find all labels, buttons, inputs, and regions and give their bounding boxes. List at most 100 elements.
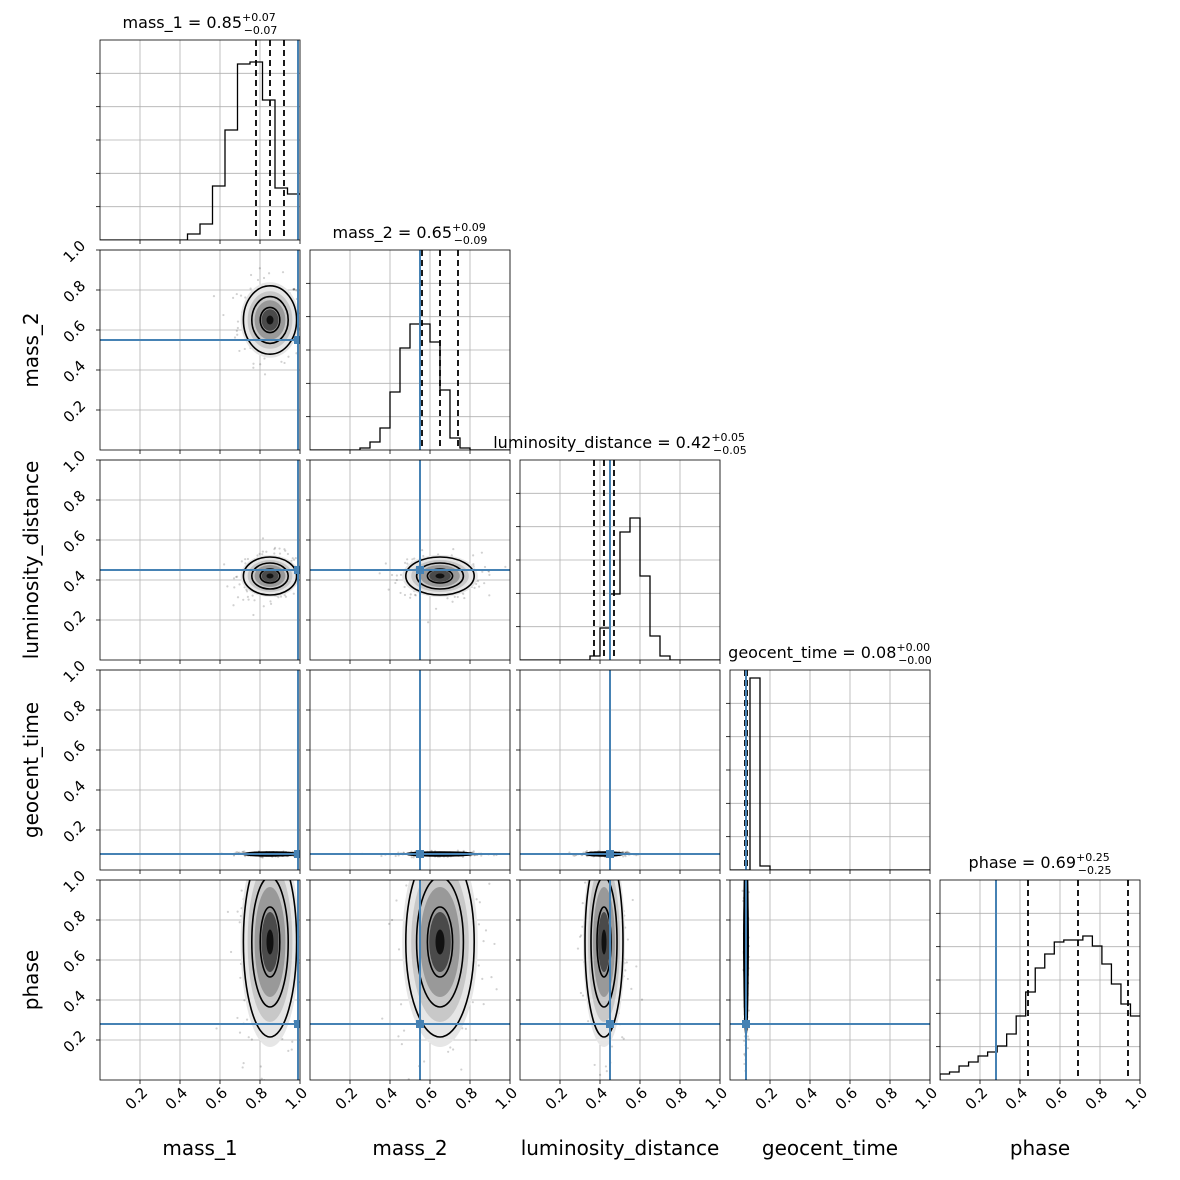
sample-point (480, 854, 483, 857)
injection-marker (416, 1020, 424, 1028)
panel-title-mass_1: mass_1 = 0.85+0.07 −0.07 (123, 11, 278, 37)
x-axis-label-mass_1: mass_1 (162, 1136, 237, 1160)
sample-point (244, 562, 247, 565)
sample-point (413, 557, 416, 560)
sample-point (481, 977, 484, 980)
sample-point (390, 573, 394, 577)
contour-line (242, 880, 298, 1038)
sample-point (222, 313, 225, 317)
sample-point (477, 585, 481, 588)
x-tick-label: 0.2 (122, 1084, 152, 1114)
sample-point (631, 898, 634, 902)
injection-marker (416, 566, 424, 574)
sample-point (259, 1065, 262, 1068)
panel-luminosity_distance-hist: luminosity_distance = 0.42+0.05 −0.05 (493, 431, 747, 661)
sample-point (258, 552, 261, 555)
sample-point (395, 574, 398, 577)
sample-point (622, 855, 625, 858)
title-minus: −0.00 (898, 654, 932, 667)
sample-point (267, 272, 271, 275)
contour-line (251, 295, 290, 345)
title-plus: +0.09 (452, 221, 486, 234)
panel-background (520, 670, 720, 870)
sample-point (626, 938, 629, 941)
sample-point (600, 875, 602, 877)
y-tick-label: 0.6 (60, 737, 90, 767)
panel-frame (99, 459, 301, 661)
sample-point (247, 598, 250, 601)
sample-point (629, 1087, 631, 1089)
sample-point (308, 567, 310, 569)
title-plus: +0.05 (711, 431, 745, 444)
y-tick-label: 0.6 (60, 527, 90, 557)
sample-point (406, 558, 409, 561)
contour-line (242, 284, 298, 355)
sample-point (243, 850, 246, 853)
contour-line (242, 556, 298, 596)
sample-point (291, 557, 294, 560)
sample-point (241, 851, 244, 854)
sample-point (251, 594, 254, 597)
y-tick-label: 0.4 (60, 567, 90, 597)
sample-point (262, 276, 266, 280)
sample-point (380, 854, 383, 858)
sample-point (226, 910, 230, 913)
sample-point (397, 1035, 400, 1038)
sample-point (302, 283, 304, 285)
y-tick-label: 1.0 (60, 447, 90, 477)
sample-point (409, 596, 412, 599)
density-fill (266, 315, 274, 325)
sample-point (483, 582, 486, 585)
x-tick-label: 0.2 (962, 1084, 992, 1114)
sample-point (262, 605, 265, 608)
panel-background (730, 880, 930, 1080)
sample-point (601, 874, 603, 876)
sample-point (488, 882, 491, 885)
sample-point (605, 1086, 607, 1088)
panel-frame (309, 459, 511, 661)
panel-content (520, 670, 720, 870)
y-tick-label: 1.0 (60, 237, 90, 267)
y-tick-label: 1.0 (60, 867, 90, 897)
sample-point (630, 987, 633, 990)
sample-point (281, 875, 283, 877)
sample-point (587, 1020, 590, 1023)
sample-point (487, 570, 490, 573)
sample-point (434, 607, 438, 610)
sample-point (743, 876, 745, 878)
sample-point (451, 600, 454, 603)
y-tick-label: 0.2 (60, 1027, 90, 1057)
sample-point (421, 549, 424, 552)
sample-point (482, 940, 485, 943)
sample-point (625, 961, 628, 964)
histogram-luminosity_distance (520, 517, 720, 660)
sample-point (293, 558, 296, 561)
sample-point (283, 548, 286, 551)
sample-point (212, 295, 216, 298)
sample-point (604, 1065, 607, 1068)
y-tick-label: 0.6 (60, 947, 90, 977)
injection-marker (606, 850, 614, 858)
sample-point (265, 877, 267, 879)
sample-point (236, 326, 239, 330)
sample-point (623, 875, 625, 877)
x-tick-label: 0.2 (332, 1084, 362, 1114)
sample-point (387, 588, 390, 591)
sample-point (277, 596, 280, 599)
sample-point (461, 855, 465, 858)
sample-point (625, 850, 629, 853)
x-tick-label: 0.8 (872, 1084, 902, 1114)
sample-point (283, 594, 286, 597)
panel-frame (309, 669, 511, 871)
injection-marker (294, 336, 300, 344)
sample-point (579, 991, 583, 995)
title-minus: −0.25 (1078, 864, 1112, 877)
sample-point (306, 854, 308, 856)
sample-point (452, 548, 455, 551)
sample-point (417, 1114, 419, 1116)
sample-point (233, 336, 237, 339)
sample-point (450, 554, 453, 557)
panel-content (310, 250, 510, 450)
sample-point (236, 596, 240, 599)
density-fill (266, 573, 274, 579)
